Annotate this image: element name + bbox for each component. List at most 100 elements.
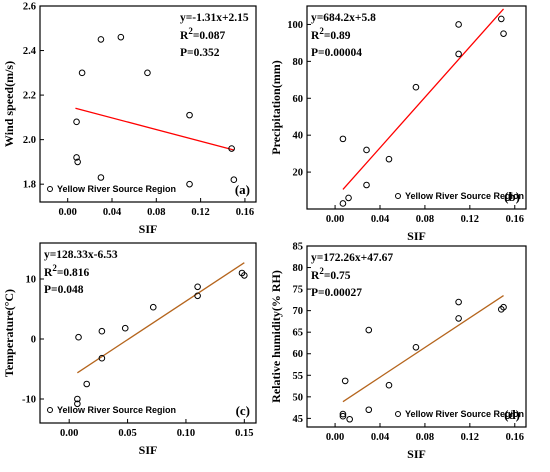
r-squared-label: R2=0.89 xyxy=(311,26,351,42)
x-tick-label: 0.04 xyxy=(103,207,122,218)
data-point xyxy=(121,324,129,332)
data-point xyxy=(149,303,157,311)
data-point xyxy=(98,327,106,335)
y-tick-label: 2.4 xyxy=(23,46,37,57)
data-point xyxy=(339,135,347,143)
x-tick-label: 0.00 xyxy=(326,214,344,225)
r-squared-value: =0.75 xyxy=(324,270,351,282)
data-point xyxy=(412,83,420,91)
x-tick-label: 0.00 xyxy=(326,432,344,443)
regression-line xyxy=(75,107,235,151)
y-tick-label: 60 xyxy=(293,349,304,360)
y-tick-label: 1.8 xyxy=(23,180,36,191)
data-point xyxy=(341,377,349,385)
data-point xyxy=(339,410,347,418)
data-point xyxy=(241,272,248,279)
r-squared-sup: 2 xyxy=(319,26,324,36)
x-tick-label: 0.10 xyxy=(177,428,195,439)
data-point xyxy=(83,380,91,388)
data-point xyxy=(98,354,106,362)
regression-line xyxy=(342,8,505,190)
y-axis-label: Temperature(°C) xyxy=(2,289,16,377)
data-point xyxy=(228,145,235,152)
panel-tag: (b) xyxy=(504,189,520,204)
data-point xyxy=(97,36,105,43)
data-point xyxy=(385,381,393,389)
x-tick-label: 0.15 xyxy=(235,428,253,439)
data-point xyxy=(75,333,82,341)
equation-label: y=684.2x+5.8 xyxy=(311,12,376,24)
r-squared-label: R2=0.816 xyxy=(44,263,89,279)
data-point xyxy=(78,69,86,77)
data-point xyxy=(363,146,370,154)
r-squared-prefix: R xyxy=(180,30,189,42)
r-squared-prefix: R xyxy=(44,267,53,279)
data-point xyxy=(365,326,373,334)
y-tick-label: 20 xyxy=(293,168,304,179)
data-point xyxy=(500,303,507,311)
x-tick-label: 0.08 xyxy=(147,207,165,218)
r-squared-prefix: R xyxy=(311,30,320,42)
x-axis-label: SIF xyxy=(139,443,158,457)
x-tick-label: 0.12 xyxy=(461,432,479,443)
x-tick-label: 0.08 xyxy=(416,214,434,225)
x-axis-label: SIF xyxy=(407,447,426,461)
x-tick-label: 0.12 xyxy=(461,214,479,225)
chart-panel-3: 0.00 0.05 0.10 0.15 -10 0 10 SIF Temperature(°C)… xyxy=(2,242,257,457)
equation-label: y=128.33x-6.53 xyxy=(44,249,118,261)
data-point xyxy=(74,400,81,408)
data-point xyxy=(455,50,462,58)
p-value-label: P=0.048 xyxy=(44,284,84,296)
panel-tag: (d) xyxy=(504,407,520,422)
r-squared-label: R2=0.75 xyxy=(311,266,351,282)
data-point xyxy=(144,69,151,77)
data-point xyxy=(455,21,462,28)
legend-label: Yellow River Source Region xyxy=(405,191,524,201)
plot-frame xyxy=(306,5,527,210)
r-squared-sup: 2 xyxy=(188,26,193,36)
data-point xyxy=(186,180,193,188)
y-tick-label: 65 xyxy=(293,328,304,339)
data-point xyxy=(346,415,353,423)
plot-frame xyxy=(306,245,527,428)
y-tick-label: 2.0 xyxy=(23,135,36,146)
legend-marker xyxy=(395,193,401,199)
r-squared-prefix: R xyxy=(311,270,320,282)
data-point xyxy=(186,111,193,119)
y-axis-label: Precipitation(mm) xyxy=(269,60,283,154)
y-tick-label: 80 xyxy=(293,263,304,274)
p-value-label: P=0.00027 xyxy=(311,287,362,299)
legend-marker xyxy=(47,186,53,192)
r-squared-value: =0.816 xyxy=(57,267,90,279)
data-point xyxy=(500,30,507,37)
regression-line xyxy=(77,262,245,374)
y-tick-label: 75 xyxy=(293,285,304,296)
y-tick-label: 60 xyxy=(293,94,304,105)
equation-label: y=172.26x+47.67 xyxy=(311,252,393,264)
y-tick-label: 80 xyxy=(293,57,304,68)
data-point xyxy=(339,412,347,420)
data-point xyxy=(345,194,352,202)
y-tick-label: 100 xyxy=(287,20,303,31)
x-tick-label: 0.00 xyxy=(60,428,78,439)
y-tick-label: 85 xyxy=(293,242,304,253)
plot-frame xyxy=(39,5,257,203)
data-point xyxy=(455,298,462,306)
y-tick-label: 45 xyxy=(293,414,304,425)
y-tick-label: 55 xyxy=(293,371,304,382)
regression-line xyxy=(342,294,504,403)
chart-panel-1: 0.00 0.04 0.08 0.12 0.16 1.8 2.0 2.2 2.4 2.6 SIF Wi… xyxy=(2,2,257,236)
r-squared-value: =0.087 xyxy=(193,30,226,42)
y-tick-label: 2.2 xyxy=(23,91,36,102)
chart-panel-4: 0.00 0.04 0.08 0.12 0.16 45 50 55 60 65 70 75 80 85 SI… xyxy=(269,242,527,461)
data-point xyxy=(339,200,347,207)
plot-frame xyxy=(39,242,257,424)
x-tick-label: 0.16 xyxy=(506,432,524,443)
x-tick-label: 0.16 xyxy=(236,207,254,218)
data-point xyxy=(385,155,393,163)
y-tick-label: 40 xyxy=(293,131,304,142)
data-point xyxy=(230,176,238,184)
x-tick-label: 0.04 xyxy=(371,214,390,225)
y-tick-label: 2.6 xyxy=(23,2,36,13)
panel-tag: (c) xyxy=(236,403,250,418)
